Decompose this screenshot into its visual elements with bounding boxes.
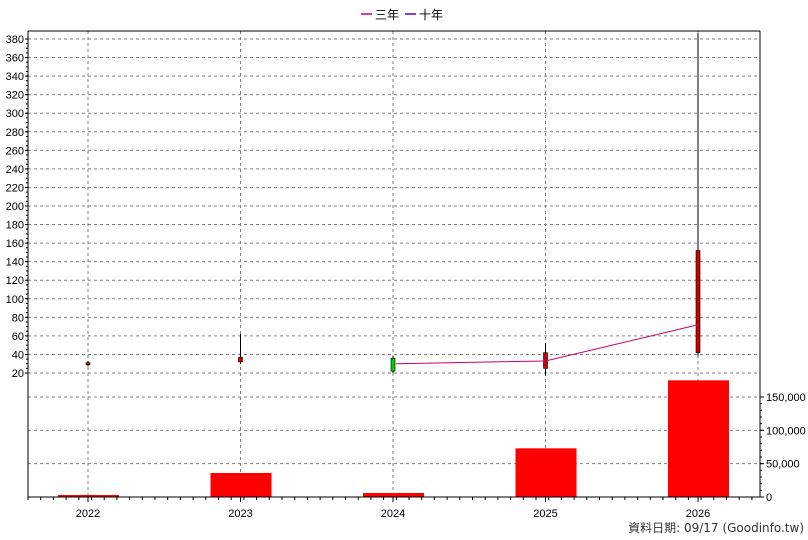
price-tick-label: 40: [12, 349, 24, 361]
candle-body: [390, 357, 396, 372]
volume-bar: [210, 473, 272, 497]
legend: 三年 十年: [361, 8, 443, 22]
candle-body: [238, 356, 243, 363]
footer-source: (Goodinfo.tw): [722, 521, 804, 535]
price-tick-label: 100: [6, 294, 24, 306]
volume-tick-label: 0: [766, 492, 772, 504]
price-tick-label: 240: [6, 164, 24, 176]
legend-label-3y: 三年: [375, 8, 399, 22]
axes: [25, 30, 764, 502]
candles: [85, 33, 701, 376]
legend-label-10y: 十年: [419, 8, 443, 22]
price-tick-label: 60: [12, 331, 24, 343]
candle-body: [695, 250, 701, 353]
price-tick-label: 360: [6, 53, 24, 65]
price-tick-label: 280: [6, 127, 24, 139]
axis-tick-labels: 20 40 60 80 100 120 140 160 180 200 220 240 260 280 30…: [6, 34, 806, 520]
price-tick-label: 220: [6, 182, 24, 194]
price-panel-grid: [28, 31, 760, 497]
volume-tick-label: 150,000: [766, 392, 806, 404]
price-tick-label: 380: [6, 34, 24, 46]
x-tick-label: 2026: [686, 508, 710, 520]
price-tick-label: 260: [6, 145, 24, 157]
x-tick-label: 2022: [76, 508, 100, 520]
price-tick-label: 140: [6, 257, 24, 269]
volume-bar: [58, 495, 119, 497]
volume-tick-label: 50,000: [766, 459, 800, 471]
price-tick-label: 120: [6, 275, 24, 287]
volume-tick-label: 100,000: [766, 425, 806, 437]
x-tick-label: 2024: [381, 508, 405, 520]
x-tick-label: 2025: [533, 508, 557, 520]
price-tick-label: 200: [6, 201, 24, 213]
volume-bars: [58, 380, 729, 497]
price-tick-label: 320: [6, 90, 24, 102]
volume-bar: [515, 448, 577, 497]
candle-body: [85, 362, 91, 366]
price-tick-label: 160: [6, 238, 24, 250]
moving-average-lines: [395, 324, 699, 365]
price-tick-label: 180: [6, 220, 24, 232]
footer-date: 09/17: [683, 521, 719, 535]
price-tick-label: 300: [6, 108, 24, 120]
footer-prefix: 資料日期:: [628, 521, 684, 535]
data-date-footer: 資料日期: 09/17 (Goodinfo.tw): [628, 519, 804, 536]
volume-bar: [668, 380, 729, 497]
volume-panel-grid: [28, 396, 760, 465]
price-tick-label: 80: [12, 312, 24, 324]
volume-bar: [363, 493, 424, 497]
price-tick-label: 20: [12, 368, 24, 380]
x-tick-label: 2023: [228, 508, 252, 520]
price-tick-label: 340: [6, 71, 24, 83]
ma-line-3y: [395, 324, 699, 365]
